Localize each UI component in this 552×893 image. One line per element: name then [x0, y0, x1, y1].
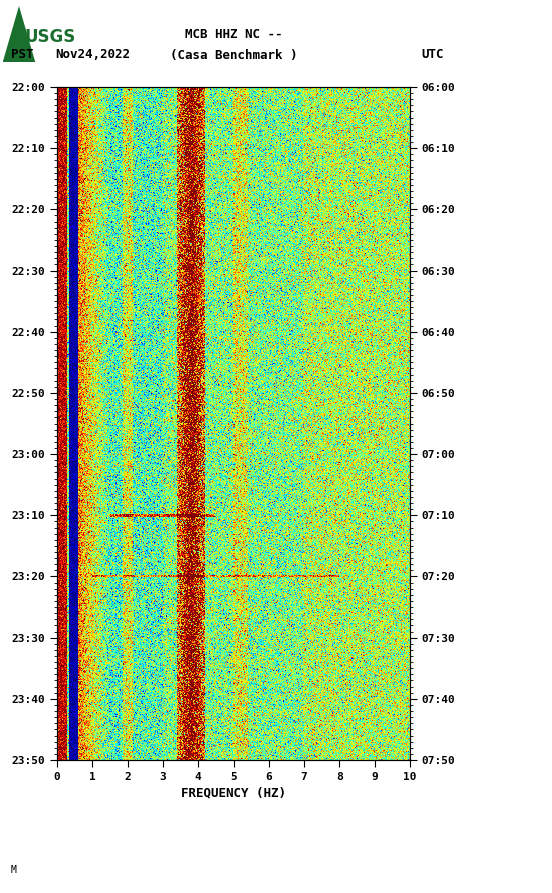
Text: (Casa Benchmark ): (Casa Benchmark )	[170, 48, 297, 62]
Text: UTC: UTC	[421, 48, 444, 62]
Text: Nov24,2022: Nov24,2022	[55, 48, 130, 62]
X-axis label: FREQUENCY (HZ): FREQUENCY (HZ)	[181, 786, 286, 799]
Text: MCB HHZ NC --: MCB HHZ NC --	[185, 29, 282, 41]
Polygon shape	[3, 6, 35, 62]
Text: PST: PST	[11, 48, 34, 62]
Text: M: M	[11, 865, 17, 875]
Text: USGS: USGS	[25, 28, 76, 46]
